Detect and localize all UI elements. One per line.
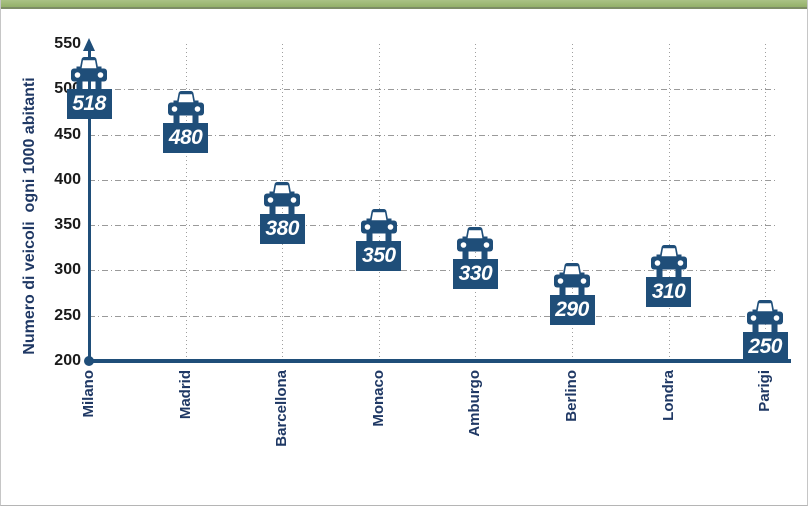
y-axis-line [87,50,91,361]
gridline-v-berlino [572,44,573,361]
gridline-v-madrid [185,44,187,361]
category-label-londra: Londra [659,370,677,421]
y-tick-200: 200 [54,351,81,369]
category-label-monaco: Monaco [369,370,387,427]
category-label-barcellona: Barcellona [273,370,291,447]
category-label-milano: Milano [80,370,97,418]
y-axis-arrow-icon [83,38,95,51]
value-label-parigi: 250 [742,331,788,362]
value-label-barcellona: 380 [259,213,305,244]
y-tick-400: 400 [54,170,81,188]
top-accent-bar [1,0,807,9]
car-icon-parigi [745,299,785,333]
value-label-amburgo: 330 [452,259,498,290]
gridline-v-parigi [765,44,767,361]
value-label-londra: 310 [646,277,692,308]
car-icon-amburgo [455,226,495,261]
gridline-h-350 [89,225,776,226]
value-label-madrid: 480 [163,123,209,154]
car-icon-berlino [552,262,592,297]
car-icon-londra [649,244,689,279]
gridline-h-250 [89,315,776,317]
gridline-h-450 [89,134,776,136]
value-label-milano: 518 [66,89,112,119]
value-label-monaco: 350 [356,241,402,271]
y-axis-title: Numero di veicoli ogni 1000 abitanti [21,77,38,355]
gridline-v-amburgo [475,44,477,361]
gridline-v-monaco [378,44,380,361]
category-label-berlino: Berlino [563,370,580,422]
car-icon-barcellona [262,181,302,215]
y-tick-350: 350 [54,216,81,233]
category-label-parigi: Parigi [756,370,774,412]
y-tick-250: 250 [54,306,81,324]
y-tick-300: 300 [54,261,81,279]
axis-origin-dot [84,355,94,366]
gridline-h-300 [89,270,776,272]
car-icon-madrid [166,90,206,125]
value-label-berlino: 290 [549,295,595,326]
car-icon-milano [69,56,109,90]
car-icon-monaco [359,208,399,242]
gridline-v-londra [668,44,670,361]
x-axis-line [89,359,791,363]
gridline-h-500 [89,89,776,91]
category-label-madrid: Madrid [176,370,194,420]
gridline-h-400 [89,179,776,181]
category-label-amburgo: Amburgo [466,370,484,437]
y-tick-550: 550 [54,35,81,52]
y-tick-450: 450 [54,125,81,143]
